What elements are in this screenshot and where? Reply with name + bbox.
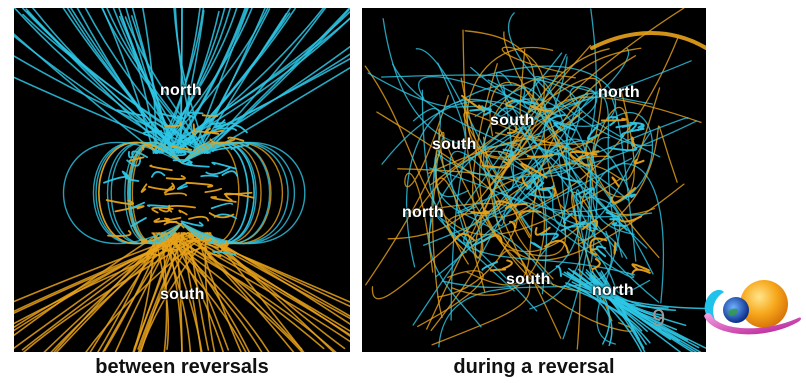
south-pole-label: south bbox=[506, 271, 551, 288]
north-pole-label: north bbox=[592, 282, 634, 299]
north-pole-label: north bbox=[598, 84, 640, 101]
planet-orbit-logo-icon bbox=[704, 280, 801, 335]
caption-between-reversals: between reversals bbox=[95, 356, 269, 378]
south-pole-label: south bbox=[490, 112, 535, 129]
dipole-field-image: north south bbox=[14, 8, 350, 352]
page-number: 9 bbox=[652, 305, 666, 332]
field-lines-graphic bbox=[364, 8, 706, 352]
south-pole-label: south bbox=[432, 136, 477, 153]
reversal-field-image: north south south north south north bbox=[362, 8, 706, 352]
north-pole-label: north bbox=[402, 204, 444, 221]
north-pole-label: north bbox=[160, 82, 202, 99]
field-lines-graphic bbox=[14, 8, 350, 352]
caption-during-reversal: during a reversal bbox=[453, 356, 615, 378]
south-pole-label: south bbox=[160, 286, 205, 303]
